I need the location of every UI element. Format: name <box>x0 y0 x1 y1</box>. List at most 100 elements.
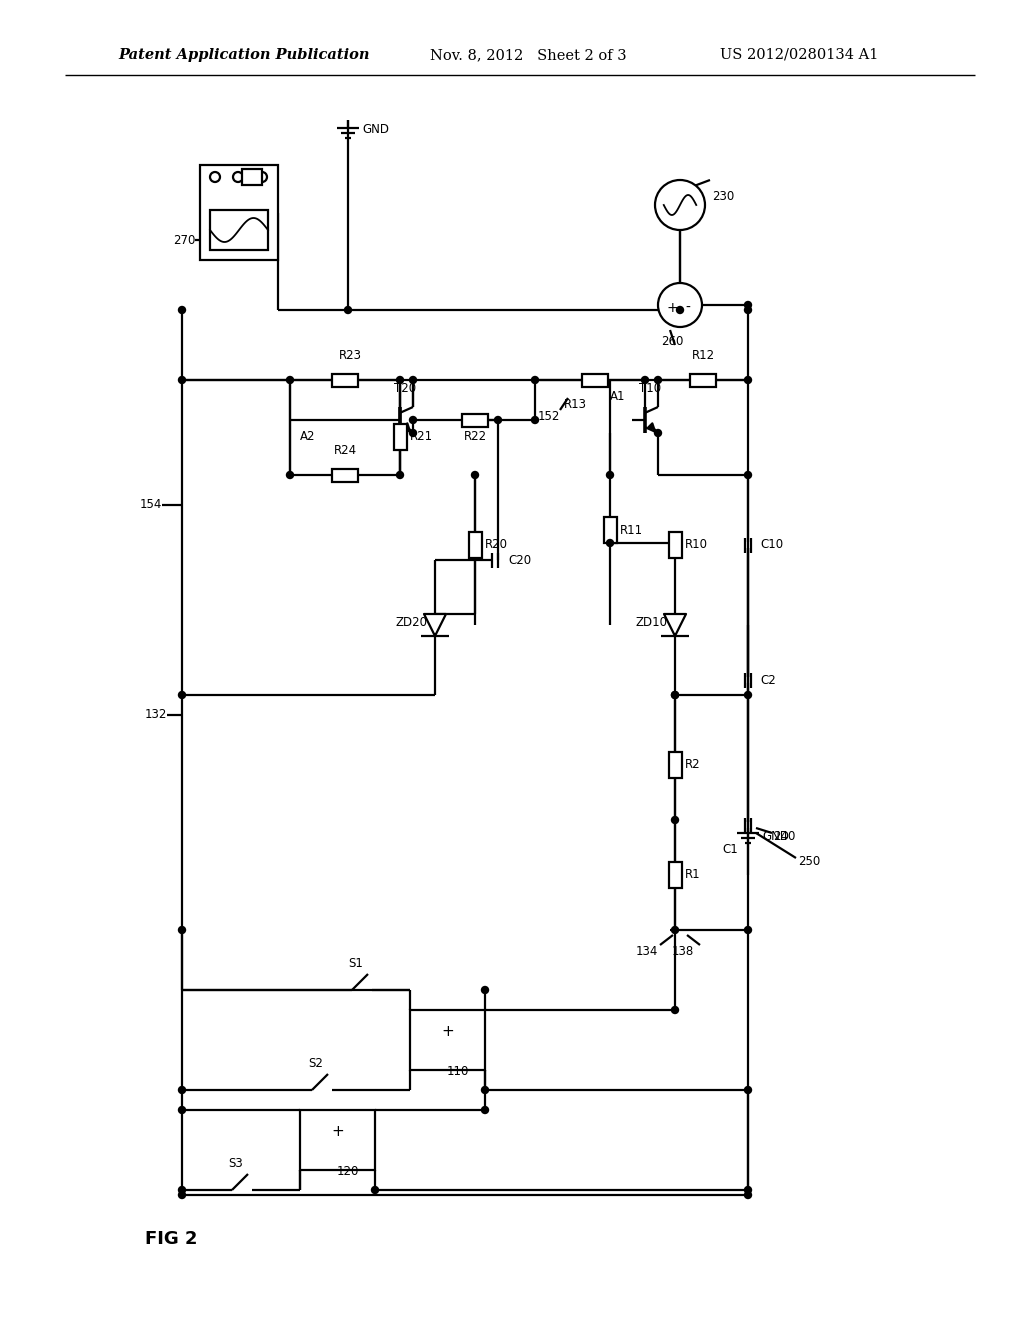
Circle shape <box>410 417 417 424</box>
Circle shape <box>481 1106 488 1114</box>
Circle shape <box>744 306 752 314</box>
Text: R2: R2 <box>685 759 700 771</box>
Circle shape <box>233 172 243 182</box>
Circle shape <box>178 927 185 933</box>
Bar <box>669 532 682 558</box>
Circle shape <box>744 1086 752 1093</box>
Circle shape <box>677 306 683 314</box>
Text: C2: C2 <box>760 673 776 686</box>
Text: T10: T10 <box>639 381 662 395</box>
Text: R12: R12 <box>691 348 715 362</box>
Circle shape <box>178 306 185 314</box>
Text: R1: R1 <box>685 869 700 882</box>
Bar <box>242 169 262 185</box>
Text: US 2012/0280134 A1: US 2012/0280134 A1 <box>720 48 879 62</box>
Circle shape <box>481 1086 488 1093</box>
Circle shape <box>410 376 417 384</box>
Text: Patent Application Publication: Patent Application Publication <box>118 48 370 62</box>
Bar <box>469 532 481 558</box>
Circle shape <box>606 471 613 479</box>
Circle shape <box>606 540 613 546</box>
Circle shape <box>396 471 403 479</box>
Text: R23: R23 <box>339 348 361 362</box>
Text: GND: GND <box>362 123 389 136</box>
Text: 152: 152 <box>538 411 560 422</box>
Circle shape <box>672 692 679 698</box>
Text: 138: 138 <box>672 945 694 958</box>
Circle shape <box>655 180 705 230</box>
Text: C1: C1 <box>722 843 738 855</box>
Circle shape <box>178 1187 185 1193</box>
Text: A2: A2 <box>300 430 315 444</box>
Circle shape <box>744 927 752 933</box>
Circle shape <box>372 1187 379 1193</box>
Circle shape <box>654 376 662 384</box>
Text: Nov. 8, 2012   Sheet 2 of 3: Nov. 8, 2012 Sheet 2 of 3 <box>430 48 627 62</box>
Text: R10: R10 <box>685 539 708 552</box>
Circle shape <box>654 429 662 437</box>
Circle shape <box>257 172 267 182</box>
Text: ZD20: ZD20 <box>395 615 427 628</box>
Circle shape <box>471 471 478 479</box>
Bar <box>393 424 407 450</box>
Circle shape <box>410 429 417 437</box>
Text: 270: 270 <box>173 234 195 247</box>
Text: +: + <box>441 1023 454 1039</box>
Circle shape <box>641 376 648 384</box>
Text: T20: T20 <box>394 381 416 395</box>
Circle shape <box>744 1187 752 1193</box>
Bar <box>200 165 278 260</box>
Text: 230: 230 <box>712 190 734 203</box>
Text: 250: 250 <box>798 855 820 869</box>
Text: -: - <box>685 301 690 315</box>
Circle shape <box>672 817 679 824</box>
Text: FIG 2: FIG 2 <box>145 1230 198 1247</box>
Text: R11: R11 <box>620 524 643 536</box>
Text: ZD10: ZD10 <box>635 615 667 628</box>
Text: A1: A1 <box>610 389 626 403</box>
Polygon shape <box>424 614 446 636</box>
Circle shape <box>287 471 294 479</box>
Circle shape <box>672 1006 679 1014</box>
Circle shape <box>531 417 539 424</box>
Text: C20: C20 <box>508 553 531 566</box>
Circle shape <box>481 986 488 994</box>
Circle shape <box>396 376 403 384</box>
Text: 120: 120 <box>336 1166 358 1177</box>
Circle shape <box>178 1086 185 1093</box>
Bar <box>582 374 608 387</box>
Bar <box>210 210 268 249</box>
Circle shape <box>744 1192 752 1199</box>
Bar <box>332 374 358 387</box>
Circle shape <box>178 1106 185 1114</box>
Text: GND: GND <box>762 830 790 843</box>
Circle shape <box>744 301 752 309</box>
Circle shape <box>344 306 351 314</box>
Circle shape <box>287 376 294 384</box>
Bar <box>603 517 616 543</box>
Bar <box>462 413 488 426</box>
Polygon shape <box>664 614 686 636</box>
Text: S1: S1 <box>348 957 364 970</box>
Text: R24: R24 <box>334 444 356 457</box>
Circle shape <box>178 376 185 384</box>
Circle shape <box>210 172 220 182</box>
Bar <box>690 374 716 387</box>
Text: S2: S2 <box>308 1057 324 1071</box>
Text: S3: S3 <box>228 1158 244 1170</box>
Text: 240: 240 <box>773 830 796 843</box>
Text: R21: R21 <box>410 430 433 444</box>
Bar <box>669 862 682 888</box>
Text: R13: R13 <box>563 399 587 411</box>
Text: 132: 132 <box>144 709 167 722</box>
Bar <box>410 1010 485 1071</box>
Circle shape <box>744 692 752 698</box>
Bar <box>332 469 358 482</box>
Text: +: + <box>331 1123 344 1138</box>
Circle shape <box>672 692 679 698</box>
Circle shape <box>495 417 502 424</box>
Circle shape <box>744 471 752 479</box>
Text: R22: R22 <box>464 430 486 444</box>
Bar <box>300 1110 375 1170</box>
Circle shape <box>531 376 539 384</box>
